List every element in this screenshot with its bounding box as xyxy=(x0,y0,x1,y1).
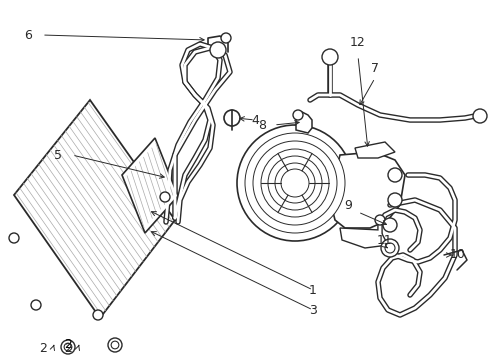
Circle shape xyxy=(472,109,486,123)
Circle shape xyxy=(93,310,103,320)
Polygon shape xyxy=(329,152,404,228)
Circle shape xyxy=(387,193,401,207)
Text: 11: 11 xyxy=(376,234,392,247)
Circle shape xyxy=(61,340,75,354)
Text: 1: 1 xyxy=(308,284,316,297)
Circle shape xyxy=(281,169,308,197)
Circle shape xyxy=(111,341,119,349)
Text: 6: 6 xyxy=(24,28,32,41)
Circle shape xyxy=(221,33,230,43)
Circle shape xyxy=(244,133,345,233)
Circle shape xyxy=(31,300,41,310)
Circle shape xyxy=(321,49,337,65)
Text: 3: 3 xyxy=(308,303,316,316)
Circle shape xyxy=(274,163,314,203)
Text: 4: 4 xyxy=(250,113,259,126)
Circle shape xyxy=(224,110,240,126)
Circle shape xyxy=(374,215,384,225)
Circle shape xyxy=(261,149,328,217)
Circle shape xyxy=(237,125,352,241)
Circle shape xyxy=(160,192,170,202)
Circle shape xyxy=(9,233,19,243)
Circle shape xyxy=(384,243,394,253)
Circle shape xyxy=(380,239,398,257)
Circle shape xyxy=(108,338,122,352)
Circle shape xyxy=(267,156,321,210)
Circle shape xyxy=(292,110,303,120)
Text: 2: 2 xyxy=(64,342,72,355)
Text: 2: 2 xyxy=(64,338,72,351)
Circle shape xyxy=(387,168,401,182)
Polygon shape xyxy=(354,142,394,158)
Circle shape xyxy=(64,343,72,351)
Text: 5: 5 xyxy=(54,149,62,162)
Polygon shape xyxy=(295,112,311,133)
Circle shape xyxy=(209,42,225,58)
Text: 9: 9 xyxy=(344,198,351,212)
Text: 2: 2 xyxy=(39,342,47,355)
Text: 7: 7 xyxy=(370,62,378,75)
Circle shape xyxy=(382,218,396,232)
Text: 10: 10 xyxy=(449,248,465,261)
Polygon shape xyxy=(122,138,178,233)
Polygon shape xyxy=(339,228,387,248)
Polygon shape xyxy=(14,100,175,318)
Text: 12: 12 xyxy=(349,36,365,49)
Text: 8: 8 xyxy=(258,118,265,131)
Circle shape xyxy=(252,141,336,225)
